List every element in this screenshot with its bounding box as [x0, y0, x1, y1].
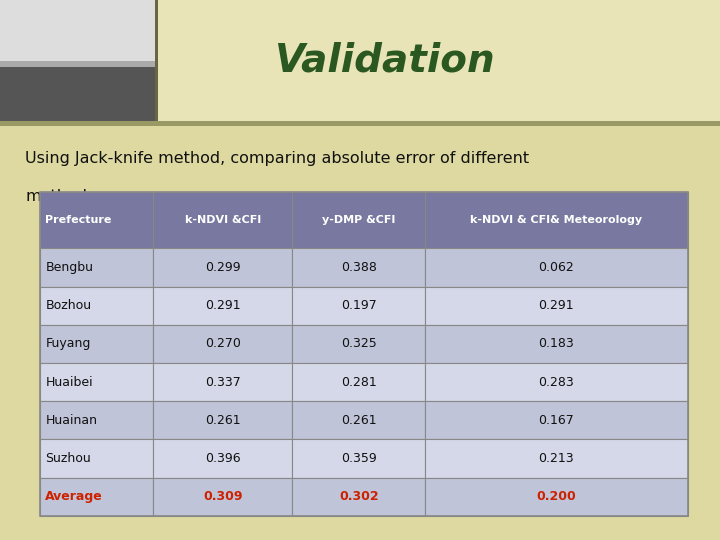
- Bar: [153, 477, 292, 516]
- Bar: [40, 248, 153, 287]
- Bar: [425, 192, 688, 248]
- Bar: [292, 363, 425, 401]
- Bar: [0, 122, 720, 126]
- Text: Huainan: Huainan: [45, 414, 97, 427]
- Bar: [425, 477, 688, 516]
- Bar: [0, 0, 720, 122]
- Bar: [0, 67, 155, 122]
- Text: 0.261: 0.261: [205, 414, 240, 427]
- Text: 0.200: 0.200: [536, 490, 576, 503]
- Text: k-NDVI &CFI: k-NDVI &CFI: [184, 215, 261, 225]
- Bar: [425, 325, 688, 363]
- Bar: [153, 192, 292, 248]
- Text: 0.302: 0.302: [339, 490, 379, 503]
- Bar: [153, 440, 292, 477]
- Text: k-NDVI & CFI& Meteorology: k-NDVI & CFI& Meteorology: [470, 215, 642, 225]
- Text: Using Jack-knife method, comparing absolute error of different: Using Jack-knife method, comparing absol…: [25, 151, 529, 166]
- Bar: [153, 401, 292, 440]
- Text: y-DMP &CFI: y-DMP &CFI: [322, 215, 395, 225]
- Bar: [40, 325, 153, 363]
- Text: 0.213: 0.213: [539, 452, 574, 465]
- Text: 0.299: 0.299: [205, 261, 240, 274]
- Bar: [40, 192, 153, 248]
- Text: Validation: Validation: [274, 42, 494, 80]
- Bar: [292, 248, 425, 287]
- Text: 0.337: 0.337: [204, 375, 240, 389]
- Text: Bozhou: Bozhou: [45, 299, 91, 312]
- Bar: [292, 287, 425, 325]
- Bar: [0, 0, 155, 60]
- Text: Huaibei: Huaibei: [45, 375, 93, 389]
- Bar: [292, 401, 425, 440]
- Text: 0.261: 0.261: [341, 414, 377, 427]
- Bar: [153, 363, 292, 401]
- Bar: [292, 192, 425, 248]
- Bar: [425, 287, 688, 325]
- Bar: [425, 440, 688, 477]
- Text: 0.309: 0.309: [203, 490, 243, 503]
- Text: Fuyang: Fuyang: [45, 338, 91, 350]
- Bar: [155, 0, 158, 122]
- Bar: [40, 192, 688, 516]
- Text: 0.388: 0.388: [341, 261, 377, 274]
- Bar: [40, 440, 153, 477]
- Text: methods: methods: [25, 189, 96, 204]
- Text: 0.270: 0.270: [204, 338, 240, 350]
- Bar: [153, 325, 292, 363]
- Text: 0.283: 0.283: [539, 375, 575, 389]
- Bar: [0, 0, 155, 122]
- Bar: [292, 325, 425, 363]
- Bar: [292, 440, 425, 477]
- Text: 0.291: 0.291: [205, 299, 240, 312]
- Text: 0.062: 0.062: [539, 261, 575, 274]
- Text: 0.197: 0.197: [341, 299, 377, 312]
- Bar: [40, 363, 153, 401]
- Text: Suzhou: Suzhou: [45, 452, 91, 465]
- Bar: [40, 477, 153, 516]
- Text: Prefecture: Prefecture: [45, 215, 112, 225]
- Text: Bengbu: Bengbu: [45, 261, 94, 274]
- Text: 0.359: 0.359: [341, 452, 377, 465]
- Text: 0.325: 0.325: [341, 338, 377, 350]
- Bar: [425, 248, 688, 287]
- Text: 0.167: 0.167: [539, 414, 575, 427]
- Text: 0.183: 0.183: [539, 338, 575, 350]
- Bar: [40, 401, 153, 440]
- Text: 0.396: 0.396: [205, 452, 240, 465]
- Bar: [153, 287, 292, 325]
- Bar: [40, 287, 153, 325]
- Bar: [425, 363, 688, 401]
- Bar: [292, 477, 425, 516]
- Text: 0.281: 0.281: [341, 375, 377, 389]
- Bar: [425, 401, 688, 440]
- Bar: [153, 248, 292, 287]
- Text: Average: Average: [45, 490, 103, 503]
- Text: 0.291: 0.291: [539, 299, 574, 312]
